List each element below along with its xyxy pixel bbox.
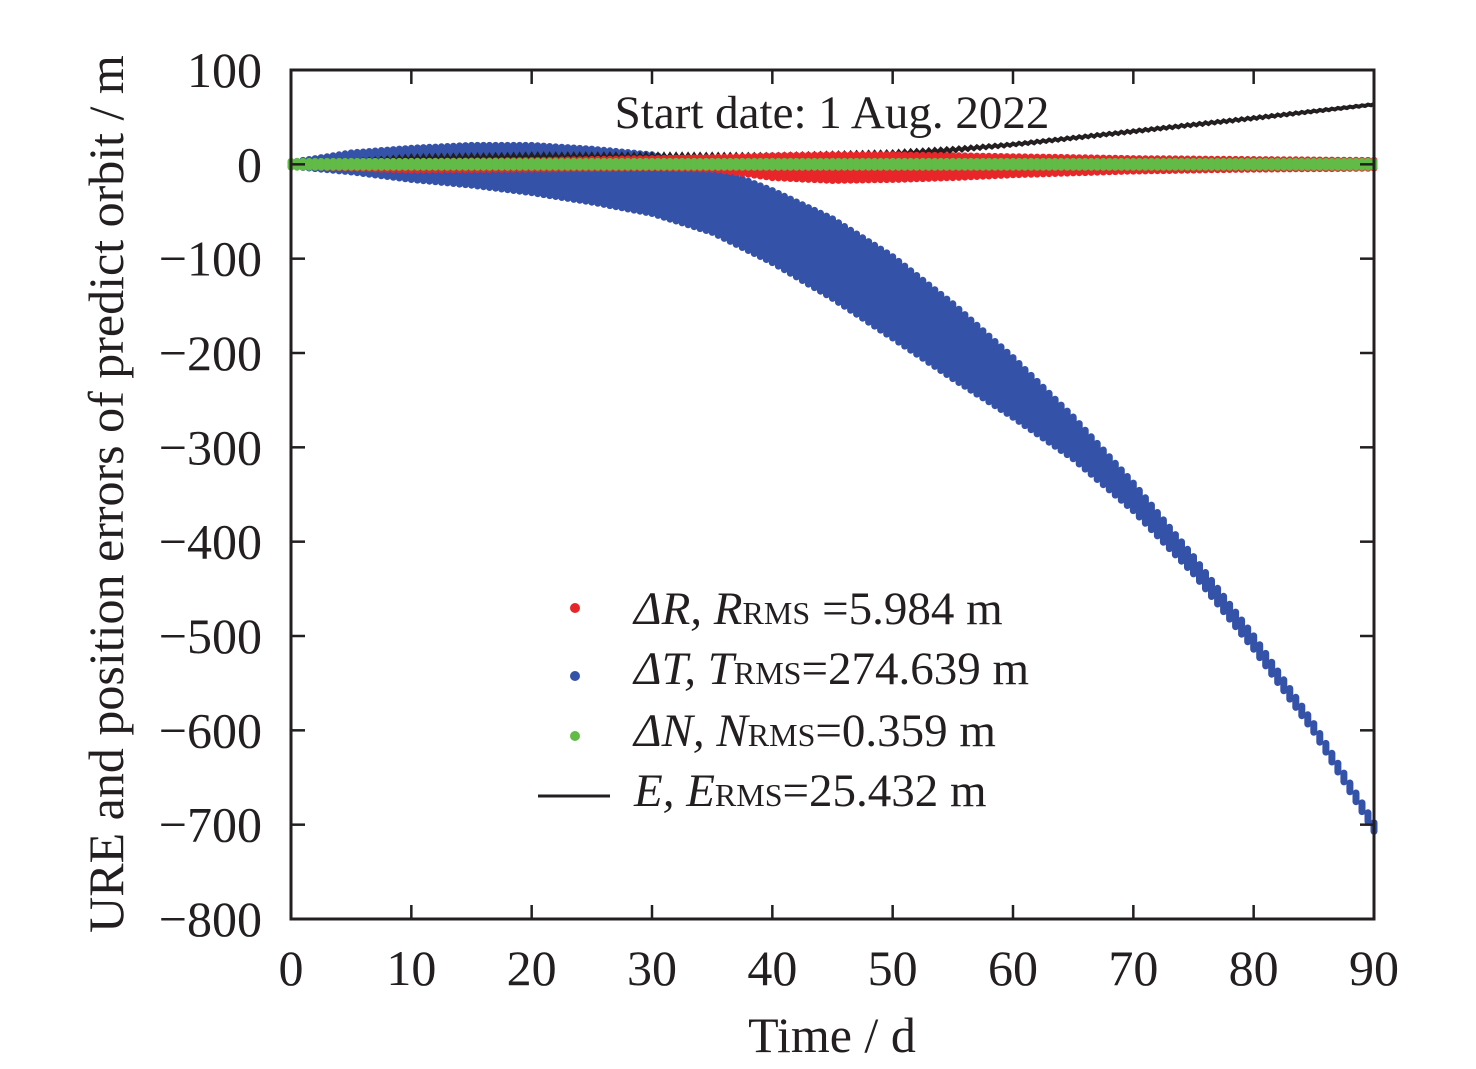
series-delta-n — [287, 157, 1378, 171]
y-tick-label: −400 — [159, 514, 262, 570]
series-delta-t — [287, 141, 1378, 835]
x-tick-label: 30 — [627, 940, 677, 996]
legend-e-value: =25.432 m — [783, 765, 987, 817]
legend-delta-n-sub: RMS — [748, 717, 816, 753]
x-tick-label: 40 — [747, 940, 797, 996]
y-tick-label: −800 — [159, 891, 262, 947]
y-tick-label: −600 — [159, 702, 262, 758]
x-tick-label: 90 — [1349, 940, 1399, 996]
legend-marker-delta-r — [570, 603, 580, 613]
legend-label-e: E, ERMS=25.432 m — [633, 765, 987, 817]
x-tick-label: 10 — [386, 940, 436, 996]
y-tick-label: 100 — [187, 42, 262, 98]
x-axis-title: Time / d — [748, 1007, 916, 1063]
plot-frame — [289, 68, 1376, 921]
x-tick-label: 60 — [988, 940, 1038, 996]
plot-series — [287, 102, 1378, 835]
legend-delta-n-prefix: ΔN, N — [632, 705, 750, 757]
y-tick-label: 0 — [237, 136, 262, 192]
legend-delta-r-sub: RMS — [743, 595, 811, 631]
legend-delta-t-sub: RMS — [734, 655, 802, 691]
legend-delta-n-value: =0.359 m — [815, 705, 996, 757]
y-axis-title: URE and position errors of predict orbit… — [78, 55, 134, 933]
x-tick-label: 70 — [1108, 940, 1158, 996]
legend-delta-r-prefix: ΔR, R — [632, 583, 743, 635]
x-ticks: 0 10 20 30 40 50 60 70 80 90 — [279, 70, 1399, 996]
x-tick-label: 50 — [868, 940, 918, 996]
y-tick-label: −300 — [159, 419, 262, 475]
x-tick-label: 20 — [507, 940, 557, 996]
legend-label-delta-n: ΔN, NRMS=0.359 m — [632, 705, 996, 757]
legend-delta-t-value: =274.639 m — [801, 643, 1029, 695]
x-tick-label: 80 — [1229, 940, 1279, 996]
legend-marker-delta-t — [570, 671, 580, 681]
legend-e-prefix: E, E — [633, 765, 715, 817]
y-tick-label: −700 — [159, 797, 262, 853]
legend-delta-t-prefix: ΔT, T — [632, 643, 737, 695]
annotation-start-date: Start date: 1 Aug. 2022 — [615, 87, 1050, 139]
y-tick-label: −200 — [159, 325, 262, 381]
y-tick-label: −500 — [159, 608, 262, 664]
legend-delta-r-value: =5.984 m — [822, 583, 1003, 635]
legend: ΔR, RRMS =5.984 m ΔT, TRMS=274.639 m ΔN, … — [538, 583, 1029, 817]
legend-label-delta-r: ΔR, RRMS =5.984 m — [632, 583, 1003, 635]
legend-label-delta-t: ΔT, TRMS=274.639 m — [632, 643, 1029, 695]
y-tick-label: −100 — [159, 231, 262, 287]
x-tick-label: 0 — [279, 940, 304, 996]
legend-marker-delta-n — [570, 731, 580, 741]
y-ticks: 100 0 −100 −200 −300 −400 −500 −600 −700 −800 — [159, 42, 1374, 947]
legend-e-sub: RMS — [715, 777, 783, 813]
